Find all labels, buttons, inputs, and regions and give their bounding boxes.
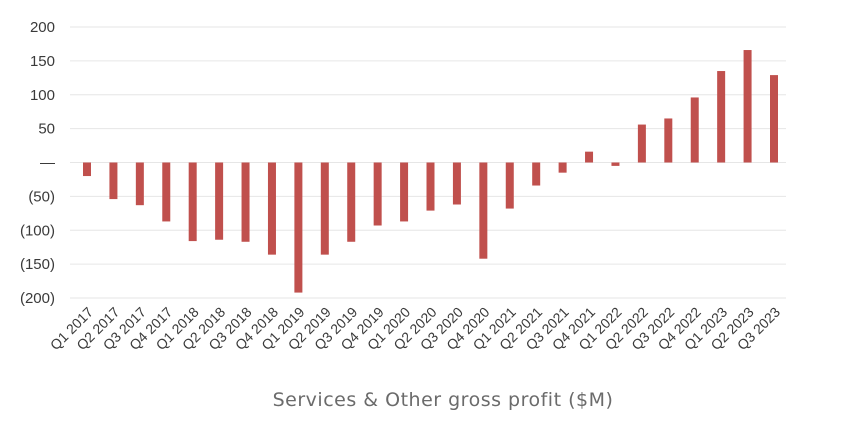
y-tick-label: 50 — [38, 121, 55, 138]
bar — [109, 162, 118, 200]
bar — [400, 162, 409, 222]
x-axis-title: Services & Other gross profit ($M) — [273, 389, 614, 411]
y-tick-label: (50) — [28, 188, 55, 205]
bar — [241, 162, 250, 242]
bar — [452, 162, 461, 205]
bar — [770, 75, 778, 163]
y-tick-label: (200) — [20, 290, 55, 307]
bar — [743, 50, 752, 163]
bar — [373, 162, 382, 226]
bar — [215, 162, 224, 240]
y-tick-label: (150) — [20, 256, 55, 273]
bar — [585, 151, 594, 163]
y-tick-label: 200 — [30, 19, 55, 36]
bar — [426, 162, 435, 211]
y-tick-label: 100 — [30, 87, 55, 104]
bar — [83, 162, 91, 177]
y-tick-label: 150 — [30, 53, 55, 70]
bar — [162, 162, 171, 222]
bar — [611, 162, 620, 166]
bar — [188, 162, 197, 242]
bar — [532, 162, 541, 186]
bar — [690, 97, 699, 163]
bar — [558, 162, 567, 173]
bar — [135, 162, 144, 206]
bar — [664, 118, 673, 163]
bar — [637, 124, 646, 163]
bar — [505, 162, 514, 209]
bar — [267, 162, 276, 255]
bar — [717, 71, 726, 163]
bars — [83, 50, 778, 293]
y-tick-label: (100) — [20, 222, 55, 239]
bar — [320, 162, 329, 255]
bar — [347, 162, 356, 242]
bar — [479, 162, 488, 259]
bar — [294, 162, 303, 293]
y-tick-label: — — [40, 155, 55, 172]
y-axis-tick-labels: 200 150 100 50 — (50) (100) (150) (200) — [20, 19, 55, 307]
